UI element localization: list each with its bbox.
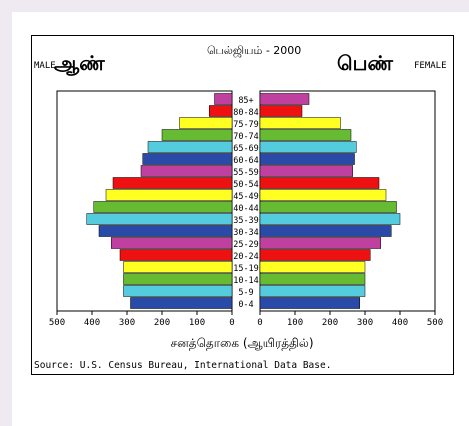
age-group-label: 70-74 xyxy=(233,132,259,142)
x-tick-label-right: 200 xyxy=(322,318,338,328)
bar-female xyxy=(259,189,387,201)
age-group-label: 85+ xyxy=(238,96,253,106)
bar-female xyxy=(259,213,401,225)
chart-title: பெல்ஜியம் - 2000 xyxy=(207,44,301,58)
bar-male xyxy=(111,237,233,249)
age-group-label: 30-34 xyxy=(233,228,259,238)
bar-male xyxy=(130,297,233,309)
population-pyramid-chart: பெல்ஜியம் - 2000 MALE ஆண் பெண் FEMALE 85… xyxy=(31,35,454,375)
age-group-label: 45-49 xyxy=(233,192,259,202)
age-group-label: 50-54 xyxy=(233,180,259,190)
x-tick-label-right: 500 xyxy=(427,318,443,328)
age-group-label: 40-44 xyxy=(233,204,259,214)
source-note: Source: U.S. Census Bureau, Internationa… xyxy=(34,360,331,371)
bar-female xyxy=(259,117,341,129)
bar-male xyxy=(147,141,233,153)
x-ticks-group: 500 400 300 200 100 0 0 100 200 300 400 500 xyxy=(49,311,443,328)
bar-male xyxy=(142,153,233,165)
age-group-label: 60-64 xyxy=(233,156,259,166)
age-group-label: 35-39 xyxy=(233,216,259,226)
bar-male xyxy=(123,285,233,297)
bar-male xyxy=(179,117,233,129)
bar-female xyxy=(259,177,380,189)
x-tick-label-right: 0 xyxy=(257,318,262,328)
bar-male xyxy=(123,273,233,285)
age-group-label: 65-69 xyxy=(233,144,259,154)
age-group-label: 0-4 xyxy=(238,300,253,310)
age-group-label: 15-19 xyxy=(233,264,259,274)
bar-female xyxy=(259,261,366,273)
pyramid-svg: பெல்ஜியம் - 2000 MALE ஆண் பெண் FEMALE 85… xyxy=(34,44,447,371)
bar-female xyxy=(259,297,360,309)
bar-female xyxy=(259,129,352,141)
bar-female xyxy=(259,201,397,213)
male-label-small: MALE xyxy=(34,61,56,71)
x-tick-label-left: 500 xyxy=(49,318,65,328)
age-group-label: 55-59 xyxy=(233,168,259,178)
female-label: பெண் xyxy=(337,51,393,75)
bar-male xyxy=(119,249,233,261)
bar-male xyxy=(214,93,233,105)
age-group-label: 10-14 xyxy=(233,276,259,286)
age-labels-group: 85+ 80-84 75-79 70-74 65-69 60-64 55-59 50-54 45… xyxy=(233,96,259,310)
age-group-label: 75-79 xyxy=(233,120,259,130)
female-label-small: FEMALE xyxy=(414,61,447,71)
bars-group xyxy=(86,93,401,309)
age-group-label: 5-9 xyxy=(238,288,253,298)
bar-male xyxy=(112,177,233,189)
bar-female xyxy=(259,225,392,237)
bar-male xyxy=(123,261,233,273)
x-tick-label-right: 400 xyxy=(392,318,408,328)
x-tick-label-left: 200 xyxy=(154,318,170,328)
bar-female xyxy=(259,249,371,261)
bar-female xyxy=(259,153,355,165)
bar-male xyxy=(140,165,233,177)
x-tick-label-right: 100 xyxy=(287,318,303,328)
bar-male xyxy=(86,213,233,225)
bar-female xyxy=(259,141,357,153)
x-tick-label-left: 100 xyxy=(189,318,205,328)
bar-female xyxy=(259,273,366,285)
age-group-label: 25-29 xyxy=(233,240,259,250)
male-label: ஆண் xyxy=(54,51,105,77)
bar-male xyxy=(105,189,233,201)
bar-male xyxy=(209,105,233,117)
bar-male xyxy=(161,129,233,141)
bar-female xyxy=(259,285,366,297)
bar-female xyxy=(259,237,381,249)
age-group-label: 80-84 xyxy=(233,108,259,118)
x-tick-label-left: 300 xyxy=(119,318,135,328)
bar-female xyxy=(259,93,310,105)
age-group-label: 20-24 xyxy=(233,252,259,262)
bar-male xyxy=(93,201,233,213)
bar-female xyxy=(259,105,303,117)
bar-male xyxy=(98,225,233,237)
x-axis-label: சனத்தொகை (ஆயிரத்தில்) xyxy=(170,336,313,350)
x-tick-label-left: 400 xyxy=(84,318,100,328)
bar-female xyxy=(259,165,353,177)
x-tick-label-left: 0 xyxy=(229,318,234,328)
x-tick-label-right: 300 xyxy=(357,318,373,328)
